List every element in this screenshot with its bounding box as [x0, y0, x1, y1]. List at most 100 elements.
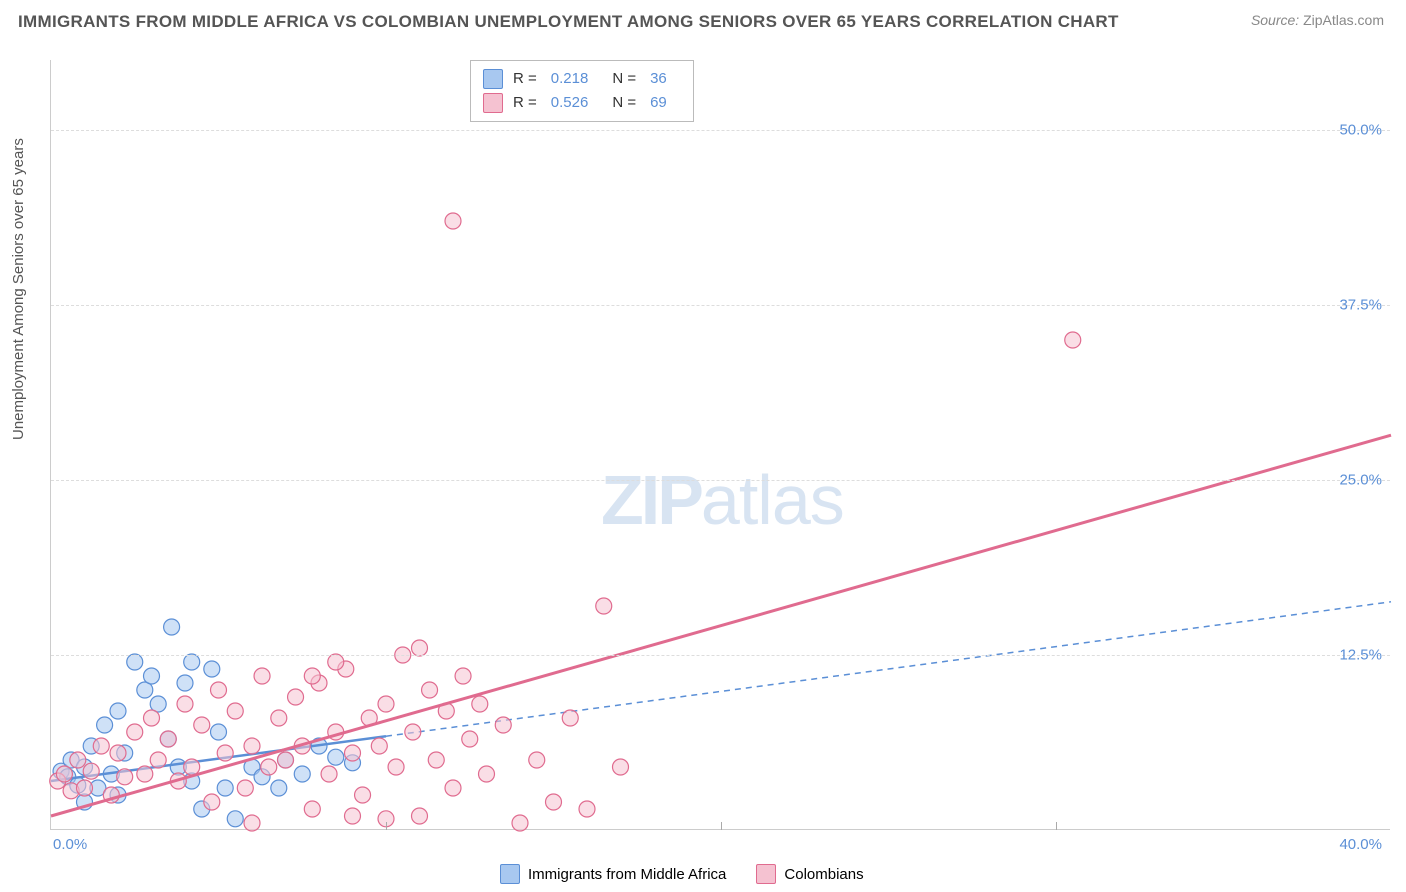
data-point	[562, 710, 578, 726]
legend-r-value: 0.218	[551, 67, 589, 91]
data-point	[177, 696, 193, 712]
data-point	[261, 759, 277, 775]
data-point	[529, 752, 545, 768]
data-point	[211, 682, 227, 698]
data-point	[217, 745, 233, 761]
chart-title: IMMIGRANTS FROM MIDDLE AFRICA VS COLOMBI…	[18, 12, 1119, 32]
data-point	[445, 213, 461, 229]
data-point	[278, 752, 294, 768]
data-point	[371, 738, 387, 754]
data-point	[211, 724, 227, 740]
data-point	[204, 661, 220, 677]
y-tick-label: 50.0%	[1339, 122, 1382, 139]
gridline	[51, 480, 1390, 481]
data-point	[254, 668, 270, 684]
legend-swatch	[500, 864, 520, 884]
plot-area: ZIPatlas 12.5%25.0%37.5%50.0%0.0%40.0%	[50, 60, 1390, 830]
data-point	[472, 696, 488, 712]
data-point	[194, 717, 210, 733]
data-point	[144, 710, 160, 726]
x-tick	[1056, 822, 1057, 830]
data-point	[227, 703, 243, 719]
data-point	[244, 815, 260, 831]
legend-n-label: N =	[612, 91, 636, 115]
data-point	[596, 598, 612, 614]
data-point	[110, 745, 126, 761]
gridline	[51, 655, 1390, 656]
data-point	[237, 780, 253, 796]
data-point	[613, 759, 629, 775]
legend-swatch	[483, 69, 503, 89]
gridline	[51, 305, 1390, 306]
data-point	[388, 759, 404, 775]
data-point	[184, 759, 200, 775]
data-point	[294, 766, 310, 782]
data-point	[184, 654, 200, 670]
data-point	[304, 801, 320, 817]
legend-r-label: R =	[513, 67, 537, 91]
data-point	[412, 808, 428, 824]
legend-series-item: Immigrants from Middle Africa	[500, 864, 726, 884]
data-point	[127, 724, 143, 740]
data-point	[288, 689, 304, 705]
data-point	[455, 668, 471, 684]
data-point	[160, 731, 176, 747]
data-point	[164, 619, 180, 635]
data-point	[345, 745, 361, 761]
data-point	[328, 654, 344, 670]
data-point	[271, 780, 287, 796]
data-point	[304, 668, 320, 684]
legend-series: Immigrants from Middle Africa Colombians	[500, 864, 864, 884]
legend-correlation: R = 0.218 N = 36 R = 0.526 N = 69	[470, 60, 694, 122]
data-point	[127, 654, 143, 670]
data-point	[495, 717, 511, 733]
trend-line	[51, 435, 1391, 816]
data-point	[56, 766, 72, 782]
legend-r-value: 0.526	[551, 91, 589, 115]
x-tick-label: 0.0%	[53, 836, 87, 853]
data-point	[345, 808, 361, 824]
data-point	[217, 780, 233, 796]
y-tick-label: 12.5%	[1339, 647, 1382, 664]
data-point	[70, 752, 86, 768]
data-point	[110, 703, 126, 719]
data-point	[117, 769, 133, 785]
x-tick-label: 40.0%	[1339, 836, 1382, 853]
data-point	[83, 763, 99, 779]
legend-series-label: Immigrants from Middle Africa	[528, 866, 726, 883]
data-point	[177, 675, 193, 691]
data-point	[150, 752, 166, 768]
data-point	[445, 780, 461, 796]
x-tick	[721, 822, 722, 830]
legend-series-item: Colombians	[756, 864, 863, 884]
data-point	[1065, 332, 1081, 348]
legend-swatch	[483, 93, 503, 113]
legend-r-label: R =	[513, 91, 537, 115]
legend-correlation-row: R = 0.218 N = 36	[483, 67, 681, 91]
legend-series-label: Colombians	[784, 866, 863, 883]
gridline	[51, 130, 1390, 131]
data-point	[422, 682, 438, 698]
x-tick	[386, 822, 387, 830]
data-point	[77, 780, 93, 796]
data-point	[97, 717, 113, 733]
data-point	[204, 794, 220, 810]
data-point	[137, 766, 153, 782]
data-point	[579, 801, 595, 817]
data-point	[328, 749, 344, 765]
data-point	[321, 766, 337, 782]
legend-n-label: N =	[612, 67, 636, 91]
data-point	[93, 738, 109, 754]
data-point	[462, 731, 478, 747]
data-point	[546, 794, 562, 810]
data-point	[512, 815, 528, 831]
data-point	[227, 811, 243, 827]
legend-correlation-row: R = 0.526 N = 69	[483, 91, 681, 115]
data-point	[271, 710, 287, 726]
data-point	[355, 787, 371, 803]
data-point	[412, 640, 428, 656]
data-point	[405, 724, 421, 740]
trend-line-extrapolated	[386, 602, 1391, 736]
data-point	[144, 668, 160, 684]
data-point	[244, 738, 260, 754]
